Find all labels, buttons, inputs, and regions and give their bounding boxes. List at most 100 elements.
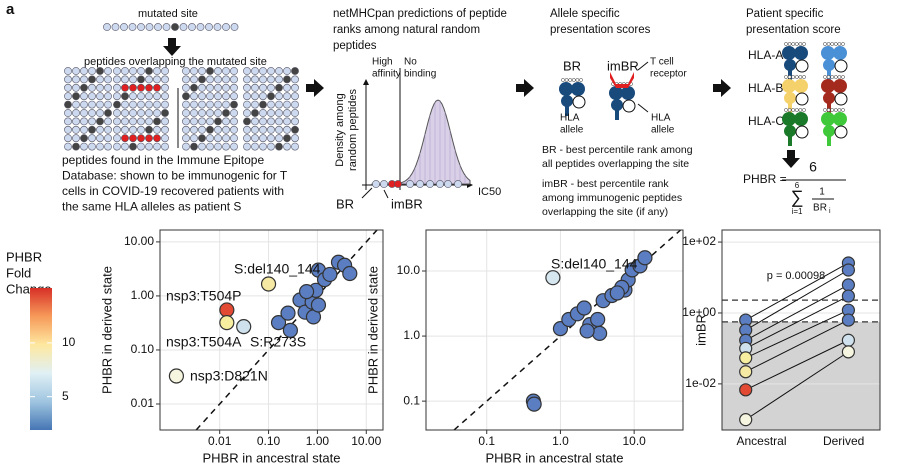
hla xyxy=(611,99,623,111)
bead xyxy=(137,134,145,143)
y-tick-label: 1e-02 xyxy=(685,376,716,390)
bead xyxy=(275,100,283,109)
bead xyxy=(188,23,196,31)
bead xyxy=(251,75,259,84)
bead xyxy=(113,125,121,134)
hla xyxy=(823,59,835,71)
label: random peptides xyxy=(347,89,359,171)
bead xyxy=(798,108,803,112)
bead xyxy=(104,117,112,126)
hla-stem xyxy=(788,136,792,146)
bead xyxy=(206,109,214,117)
pair-line xyxy=(745,284,849,341)
bead xyxy=(198,75,206,84)
label: peptides overlapping the mutated site xyxy=(84,56,267,68)
bead xyxy=(137,100,145,109)
bead xyxy=(153,75,161,84)
bead xyxy=(121,75,129,84)
label: T cell xyxy=(650,57,674,68)
bead xyxy=(267,142,275,151)
bead xyxy=(104,134,112,143)
annotation: p = 0.00098 xyxy=(767,270,825,282)
bead xyxy=(291,92,299,101)
bead xyxy=(206,117,214,126)
bead xyxy=(72,109,80,117)
hla xyxy=(823,92,835,104)
bead xyxy=(823,75,827,79)
bead xyxy=(64,83,72,92)
bead xyxy=(121,125,129,134)
bead xyxy=(198,125,206,134)
y-axis-label: PHBR in derived state xyxy=(99,266,114,394)
bead xyxy=(145,67,153,75)
bead xyxy=(794,42,799,46)
bead xyxy=(830,42,835,46)
bead xyxy=(72,67,80,75)
bead xyxy=(96,92,104,101)
bead xyxy=(198,134,206,143)
bead xyxy=(267,92,275,101)
point xyxy=(168,368,185,384)
label: all peptides overlapping the site xyxy=(542,158,689,170)
bead xyxy=(129,75,137,84)
point xyxy=(609,285,625,301)
bead xyxy=(267,75,275,84)
point xyxy=(739,383,753,397)
bead xyxy=(275,125,283,134)
bead xyxy=(161,92,169,101)
hla xyxy=(609,86,623,100)
bead xyxy=(283,134,291,143)
bead xyxy=(275,83,283,92)
bead xyxy=(137,117,145,126)
label: Allele specific xyxy=(550,8,620,20)
bead xyxy=(230,23,239,31)
label: Patient specific xyxy=(746,8,824,20)
bead xyxy=(64,75,72,84)
bead xyxy=(198,142,206,151)
bead xyxy=(113,75,121,84)
point xyxy=(739,413,753,427)
bead xyxy=(230,109,238,117)
bead xyxy=(80,83,88,92)
bead xyxy=(182,67,190,75)
label: 6 xyxy=(809,159,817,175)
y-tick-label: 1e+00 xyxy=(682,305,716,319)
x-tick-label: 0.1 xyxy=(478,434,495,448)
bead xyxy=(104,100,112,109)
bead xyxy=(283,75,291,84)
bead xyxy=(823,108,827,112)
bead xyxy=(129,92,137,101)
bead xyxy=(137,83,145,92)
point xyxy=(298,284,315,300)
bead xyxy=(64,109,72,117)
bead xyxy=(259,92,267,101)
bead xyxy=(153,83,161,92)
bead xyxy=(222,75,230,84)
label: allele xyxy=(651,125,675,136)
bead xyxy=(230,67,238,75)
bead xyxy=(444,180,452,188)
bead xyxy=(275,109,283,117)
bead xyxy=(802,75,806,79)
bead xyxy=(145,23,154,31)
y-axis-label: PHBR in derived state xyxy=(365,266,380,394)
bead xyxy=(88,142,96,151)
bead xyxy=(830,75,835,79)
point xyxy=(841,263,856,277)
bead xyxy=(259,100,267,109)
label: 1 xyxy=(819,187,825,198)
pair-line xyxy=(745,351,849,421)
bead xyxy=(179,23,188,31)
bead xyxy=(251,83,259,92)
bead xyxy=(162,23,171,31)
bead xyxy=(291,83,299,92)
bead xyxy=(406,180,414,188)
pair-line xyxy=(745,319,849,373)
bead xyxy=(161,125,169,134)
label: HLA-B xyxy=(748,81,783,95)
arrow xyxy=(306,79,324,97)
bead xyxy=(190,92,198,101)
bead xyxy=(291,109,299,117)
bead xyxy=(259,134,267,143)
